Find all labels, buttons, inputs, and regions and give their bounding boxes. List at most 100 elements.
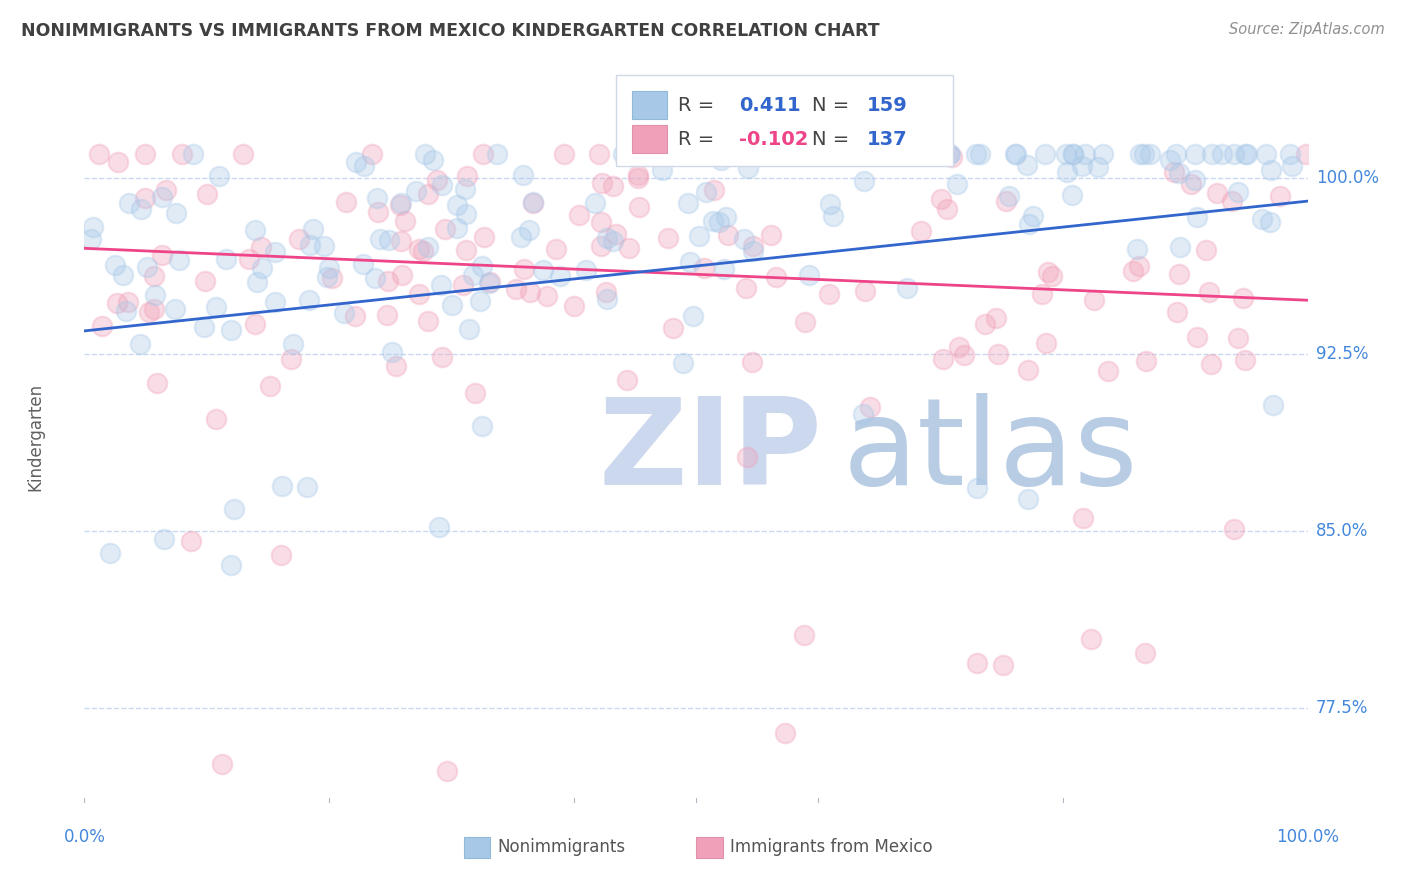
Point — [117, 295, 139, 310]
Point — [472, 147, 495, 161]
Point — [107, 155, 129, 169]
Point — [1163, 165, 1185, 179]
Point — [136, 260, 159, 274]
Point — [451, 277, 474, 292]
Point — [145, 287, 167, 301]
Point — [682, 309, 704, 323]
Point — [446, 198, 468, 212]
Point — [468, 294, 491, 309]
Point — [512, 168, 534, 182]
Point — [1268, 188, 1291, 202]
Point — [150, 189, 173, 203]
Point — [1227, 330, 1250, 344]
Point — [713, 261, 735, 276]
Point — [910, 224, 932, 238]
Point — [321, 270, 343, 285]
Text: 92.5%: 92.5% — [1316, 345, 1368, 364]
Point — [98, 546, 121, 560]
Point — [181, 147, 204, 161]
Point — [316, 270, 339, 285]
Point — [464, 386, 486, 401]
Point — [105, 295, 128, 310]
Point — [1195, 244, 1218, 258]
Point — [118, 196, 141, 211]
Point — [1234, 353, 1257, 368]
Point — [733, 232, 755, 246]
Point — [1236, 147, 1258, 161]
Point — [818, 197, 841, 211]
Point — [761, 228, 783, 243]
Point — [472, 229, 495, 244]
Point — [243, 222, 266, 236]
Point — [1004, 147, 1026, 161]
Point — [416, 314, 439, 328]
Point — [737, 450, 759, 465]
Point — [548, 269, 571, 284]
FancyBboxPatch shape — [616, 75, 953, 167]
Text: R =: R = — [678, 95, 720, 114]
Point — [163, 301, 186, 316]
Point — [418, 186, 440, 201]
Text: Kindergarten: Kindergarten — [27, 383, 45, 491]
Point — [479, 275, 502, 289]
Point — [742, 244, 765, 258]
Point — [997, 189, 1019, 203]
Point — [167, 252, 190, 267]
Point — [862, 147, 884, 161]
Point — [1211, 147, 1233, 161]
Point — [367, 205, 389, 219]
Point — [1167, 267, 1189, 281]
Point — [589, 214, 612, 228]
Point — [222, 502, 245, 516]
Point — [522, 195, 544, 210]
Point — [219, 323, 242, 337]
Point — [1166, 147, 1188, 161]
Point — [471, 259, 494, 273]
Point — [155, 183, 177, 197]
Point — [707, 214, 730, 228]
Point — [679, 255, 702, 269]
Point — [953, 348, 976, 362]
Point — [797, 268, 820, 282]
Point — [808, 147, 831, 161]
Point — [215, 252, 238, 266]
Point — [859, 401, 882, 415]
Point — [1250, 211, 1272, 226]
Point — [454, 182, 477, 196]
Point — [1261, 398, 1284, 412]
Point — [1184, 173, 1206, 187]
Point — [430, 351, 453, 365]
Point — [804, 147, 827, 161]
Point — [672, 356, 695, 370]
Point — [370, 232, 392, 246]
Point — [1201, 147, 1223, 161]
Point — [883, 147, 905, 161]
Point — [360, 147, 382, 161]
Point — [662, 321, 685, 335]
Point — [1295, 147, 1317, 161]
Text: N =: N = — [813, 95, 856, 114]
Point — [344, 155, 367, 169]
Point — [238, 252, 260, 267]
Point — [1222, 194, 1244, 209]
Text: 159: 159 — [868, 95, 908, 114]
Point — [1074, 147, 1097, 161]
Point — [318, 260, 340, 275]
Point — [1180, 177, 1202, 191]
Point — [513, 261, 536, 276]
Point — [87, 147, 110, 161]
Point — [775, 726, 797, 740]
Text: 0.0%: 0.0% — [63, 828, 105, 846]
Point — [298, 293, 321, 308]
Point — [146, 376, 169, 390]
FancyBboxPatch shape — [696, 838, 723, 858]
Point — [741, 354, 763, 368]
Point — [250, 240, 273, 254]
Point — [1167, 166, 1189, 180]
Point — [806, 147, 828, 161]
Point — [568, 208, 591, 222]
FancyBboxPatch shape — [633, 126, 666, 153]
Text: Immigrants from Mexico: Immigrants from Mexico — [730, 838, 932, 856]
Point — [1035, 335, 1057, 350]
Point — [852, 407, 875, 421]
